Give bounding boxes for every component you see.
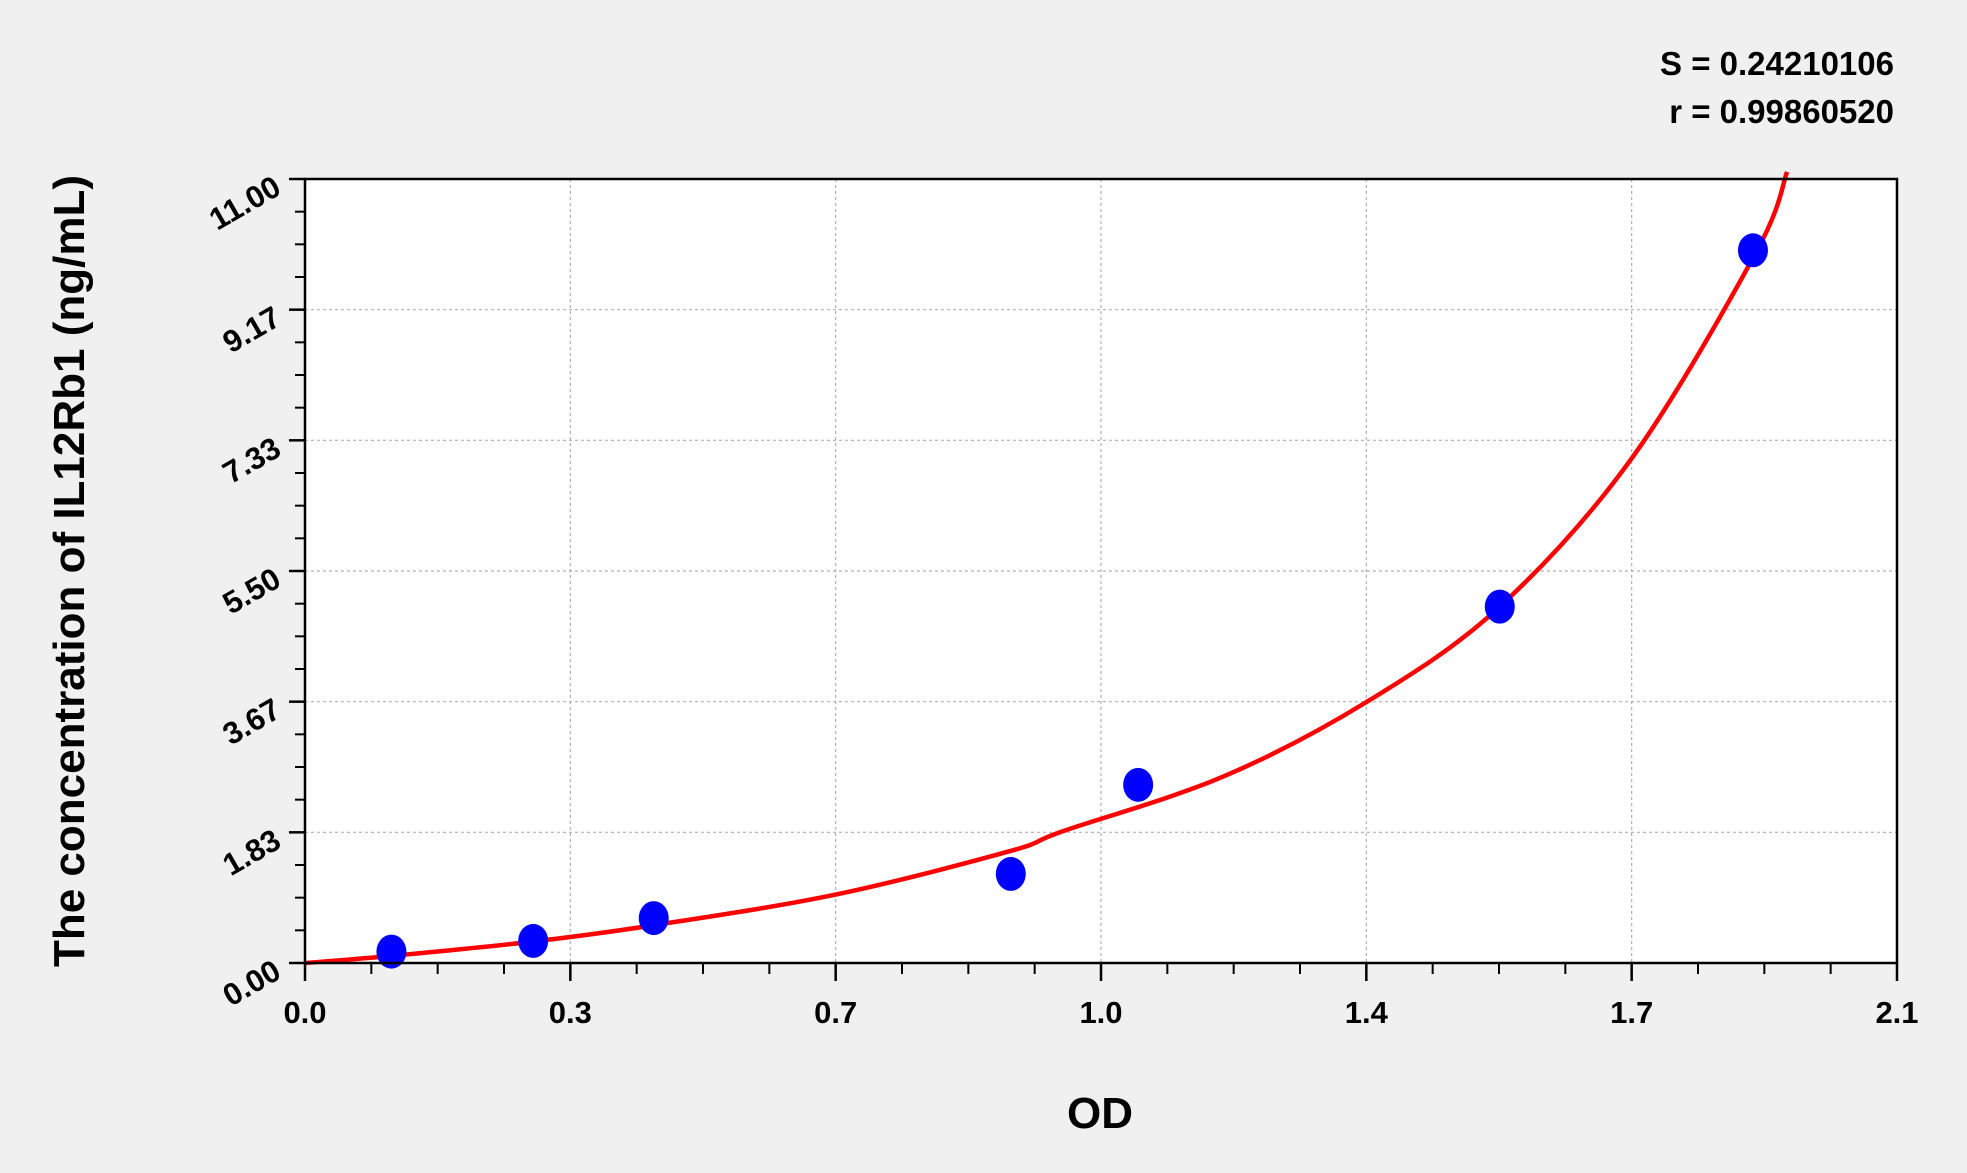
x-tick-label: 0.3 (549, 995, 592, 1030)
y-tick-label: 5.50 (217, 561, 287, 621)
y-tick-label: 11.00 (203, 169, 286, 237)
x-tick-label: 1.0 (1079, 995, 1122, 1030)
grid (305, 179, 1897, 963)
x-tick-label: 0.7 (814, 995, 857, 1030)
y-tick-label: 0.00 (217, 953, 287, 1013)
x-axis-label: OD (1067, 1089, 1133, 1138)
y-tick-label: 1.83 (217, 822, 287, 882)
x-tick-label: 0.0 (283, 995, 326, 1030)
x-tick-label: 1.4 (1345, 995, 1389, 1030)
x-tick-label: 1.7 (1610, 995, 1653, 1030)
y-tick-label: 7.33 (217, 430, 287, 490)
data-point (995, 856, 1026, 891)
fit-curve-line (304, 171, 1790, 966)
axis-ticks (289, 177, 1899, 981)
x-tick-labels: 0.0 0.3 0.7 1.0 1.4 1.7 2.1 (283, 995, 1918, 1030)
y-tick-label: 9.17 (217, 299, 287, 359)
data-point (376, 934, 407, 969)
y-axis-label: The concentration of IL12Rb1 (ng/mL) (45, 175, 94, 967)
data-point (1123, 767, 1154, 802)
stat-s: S = 0.24210106 (1660, 45, 1894, 82)
data-point (518, 923, 549, 958)
x-tick-label: 2.1 (1875, 995, 1918, 1030)
fit-curve-layer (304, 171, 1790, 966)
points-layer (376, 233, 1768, 969)
stat-r: r = 0.99860520 (1669, 93, 1894, 130)
y-tick-labels: 0.00 1.83 3.67 5.50 7.33 9.17 11.00 (203, 169, 286, 1013)
data-point (638, 901, 669, 936)
y-tick-label: 3.67 (217, 691, 287, 751)
data-point (1484, 589, 1515, 624)
data-point (1737, 233, 1768, 268)
